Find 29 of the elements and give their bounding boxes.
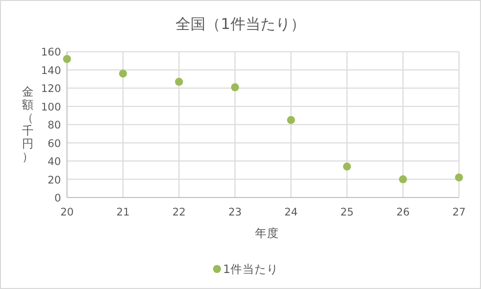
point	[119, 70, 127, 78]
x-tick-label: 20	[60, 206, 74, 218]
x-tick-label: 23	[228, 206, 242, 218]
y-tick-label: 20	[48, 174, 61, 186]
x-tick-label: 26	[396, 206, 410, 218]
y-tick-label: 100	[40, 101, 61, 114]
y-tick-label: 140	[40, 64, 61, 77]
y-tick-label: 60	[48, 138, 61, 150]
x-tick-label: 22	[172, 206, 186, 218]
chart-title: 全国（1件当たり）	[176, 15, 306, 33]
x-tick-label: 25	[340, 206, 354, 218]
point	[231, 83, 239, 92]
point	[63, 54, 71, 63]
y-tick-label: 80	[48, 120, 61, 132]
point	[175, 78, 183, 86]
x-axis-title: 年度	[255, 226, 279, 240]
point	[455, 173, 463, 182]
x-tick-label: 21	[116, 206, 130, 218]
x-tick-label: 24	[284, 206, 298, 218]
legend-label: 1件当たり	[223, 262, 278, 276]
y-tick-label: 40	[48, 156, 61, 168]
y-tick-label: 160	[40, 46, 61, 59]
point	[399, 175, 407, 184]
point	[343, 162, 351, 171]
y-tick-label: 0	[54, 192, 61, 204]
y-tick-label: 120	[40, 83, 61, 96]
y-axis-title: 金額（千円）	[22, 84, 34, 164]
x-tick-label: 27	[452, 206, 466, 218]
point	[287, 116, 295, 124]
